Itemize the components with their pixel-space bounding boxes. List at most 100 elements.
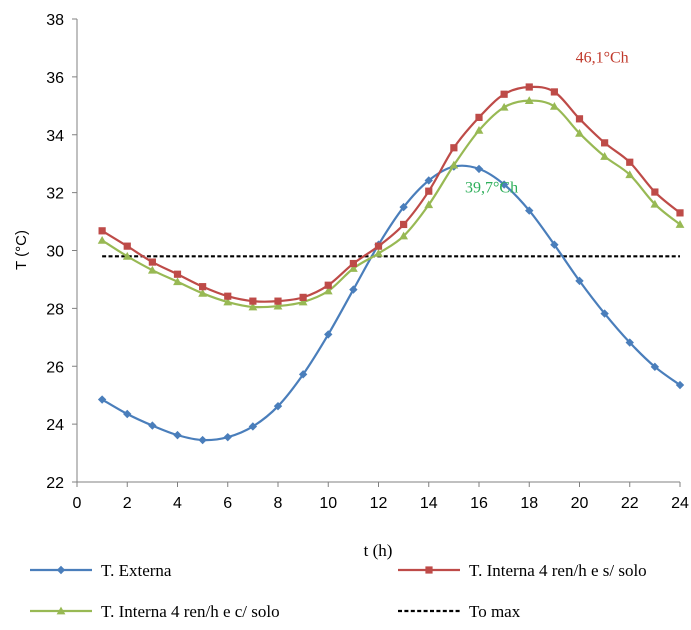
data-point: [676, 209, 684, 217]
data-point: [450, 144, 458, 152]
data-point: [575, 276, 584, 286]
y-tick-label: 36: [46, 70, 64, 87]
data-point: [424, 200, 434, 209]
y-tick-label: 26: [46, 359, 64, 376]
x-tick-label: 0: [73, 495, 82, 512]
y-tick-label: 34: [46, 128, 64, 145]
data-point: [199, 283, 207, 291]
data-point: [349, 259, 357, 268]
data-point: [249, 297, 257, 305]
x-tick-label: 14: [420, 495, 438, 512]
data-point: [173, 277, 182, 286]
series-line: [101, 164, 681, 442]
x-tick-label: 16: [470, 495, 488, 512]
series-line: [101, 85, 681, 303]
y-axis-title: T (°C): [13, 230, 30, 270]
data-point: [625, 170, 635, 179]
data-point: [399, 231, 409, 240]
series-t-externa: [97, 162, 685, 445]
data-point: [273, 301, 283, 310]
data-point: [575, 115, 584, 123]
data-point: [324, 281, 332, 289]
data-point: [122, 251, 132, 260]
legend: T. Externa T. Interna 4 ren/h e s/ solo T.…: [30, 561, 647, 621]
data-point: [675, 380, 685, 390]
data-point: [650, 362, 660, 372]
data-point: [550, 240, 559, 249]
x-tick-label: 18: [520, 495, 538, 512]
data-point: [198, 435, 207, 445]
data-point: [223, 432, 232, 442]
legend-label: T. Externa: [101, 561, 172, 580]
data-point: [349, 285, 358, 294]
data-point: [549, 101, 559, 110]
data-point: [98, 227, 106, 235]
data-point: [474, 164, 484, 174]
data-point: [525, 206, 534, 215]
data-point: [474, 126, 484, 134]
x-tick-label: 10: [319, 495, 337, 512]
data-point: [626, 158, 634, 166]
data-point: [499, 102, 509, 111]
legend-item: T. Externa: [30, 561, 172, 580]
data-point: [449, 160, 459, 169]
data-point: [324, 330, 333, 339]
legend-item: To max: [398, 602, 521, 621]
data-point: [147, 265, 157, 274]
data-point: [499, 180, 509, 189]
data-point: [374, 248, 383, 257]
x-tick-label: 12: [370, 495, 388, 512]
data-point: [274, 297, 282, 305]
data-point: [123, 242, 131, 250]
data-point: [675, 220, 685, 228]
data-point: [198, 288, 208, 297]
data-point: [148, 421, 157, 430]
legend-label: T. Interna 4 ren/h e c/ solo: [101, 602, 280, 621]
data-point: [601, 139, 609, 147]
data-point: [273, 401, 283, 411]
data-point: [298, 297, 308, 306]
data-point: [97, 235, 107, 244]
data-point: [500, 90, 508, 98]
legend-item: T. Interna 4 ren/h e s/ solo: [398, 561, 647, 580]
data-point: [123, 409, 132, 419]
data-point: [248, 422, 258, 431]
legend-label: T. Interna 4 ren/h e s/ solo: [469, 561, 647, 580]
y-tick-label: 24: [46, 417, 64, 434]
data-point: [424, 176, 433, 185]
data-point: [299, 293, 307, 301]
data-point: [475, 113, 483, 121]
data-point: [524, 96, 534, 105]
x-axis-title: t (h): [364, 541, 393, 560]
legend-marker: [56, 606, 66, 615]
x-tick-label: 8: [274, 495, 283, 512]
y-tick-label: 38: [46, 12, 64, 29]
data-point: [248, 302, 258, 311]
plot-area: [97, 83, 685, 445]
data-point: [97, 395, 107, 404]
data-point: [348, 264, 358, 272]
x-tick-label: 2: [123, 495, 132, 512]
y-tick-label: 22: [46, 475, 64, 492]
data-point: [525, 83, 533, 91]
x-tick-label: 24: [671, 495, 689, 512]
data-point: [550, 88, 558, 96]
data-point: [173, 270, 182, 278]
data-point: [600, 309, 609, 318]
data-point: [399, 202, 408, 212]
legend-marker: [56, 565, 66, 575]
series-t-interna-4-ren-h-e-s-solo: [98, 83, 684, 305]
series-t-interna-4-ren-h-e-c-solo: [97, 96, 685, 311]
data-point: [224, 292, 232, 300]
annotation-label: 46,1°Ch: [576, 49, 629, 66]
x-tick-label: 4: [173, 495, 182, 512]
x-tick-label: 22: [621, 495, 639, 512]
data-point: [600, 152, 610, 160]
data-point: [425, 187, 433, 195]
legend-item: T. Interna 4 ren/h e c/ solo: [30, 602, 280, 621]
annotations: 46,1°Ch 39,7°Ch: [465, 49, 629, 196]
y-tick-label: 32: [46, 186, 64, 203]
data-point: [575, 128, 584, 137]
